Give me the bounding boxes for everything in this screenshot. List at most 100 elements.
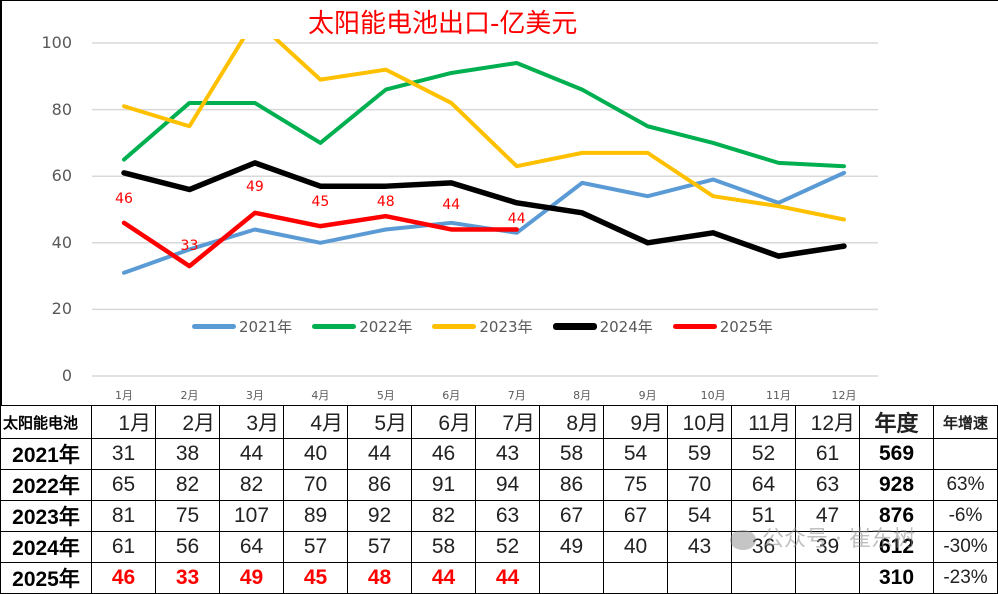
annual-total: 876: [859, 500, 934, 532]
month-value: 38: [155, 438, 220, 470]
chart-legend: 2021年 2022年 2023年 2024年 2025年: [192, 315, 793, 337]
month-value: 43: [475, 438, 540, 470]
month-value: 44: [219, 438, 284, 470]
x-tick-label: 3月: [245, 389, 264, 402]
month-value: 86: [347, 469, 412, 501]
month-header: 1月: [91, 405, 156, 439]
annual-total: 928: [859, 469, 934, 501]
year-label: 2022年: [0, 469, 92, 501]
month-value: 81: [91, 500, 156, 532]
series-line-2023: [122, 39, 846, 222]
x-tick-label: 4月: [311, 389, 330, 402]
month-value: 48: [347, 562, 412, 594]
growth-header: 年增速: [933, 405, 998, 439]
month-value: 89: [283, 500, 348, 532]
x-tick-label: 5月: [376, 389, 395, 402]
legend-swatch: [552, 322, 597, 330]
month-value: 57: [283, 531, 348, 563]
month-header: 2月: [155, 405, 220, 439]
y-tick-label: 40: [51, 232, 72, 252]
chart-plot: [92, 39, 878, 377]
month-value: 92: [347, 500, 412, 532]
month-value: 63: [795, 469, 860, 501]
month-header: 6月: [411, 405, 476, 439]
annual-header: 年度: [859, 405, 934, 439]
line-chart: 太阳能电池出口-亿美元 0 20 40 60 80 100 1月 2月 3月 4月 5月 6月 7月 8…: [0, 0, 998, 405]
legend-swatch: [672, 323, 717, 329]
x-tick-label: 2月: [180, 389, 199, 402]
data-label-2025: 49: [245, 178, 264, 195]
annual-total: 310: [859, 562, 934, 594]
data-label-2025: 46: [115, 190, 133, 207]
month-value: 54: [603, 438, 668, 470]
table-row: 2022年 65 82 82 70 86 91 94 86 75 70 64 63 928 63%: [0, 469, 998, 501]
annual-growth: -30%: [933, 531, 998, 563]
table-corner-label: 太阳能电池: [0, 405, 92, 439]
month-value: 64: [731, 469, 796, 501]
annual-growth: -23%: [933, 562, 998, 594]
month-value: 54: [667, 500, 732, 532]
x-tick-label: 1月: [115, 389, 133, 402]
month-value: 63: [475, 500, 540, 532]
data-label-2025: 45: [311, 194, 330, 211]
month-value: 49: [219, 562, 284, 594]
month-value: 86: [539, 469, 604, 501]
data-label-2025: 48: [376, 194, 395, 211]
legend-item-2024: 2024年: [552, 316, 653, 337]
legend-item-2025: 2025年: [672, 316, 773, 337]
year-label: 2025年: [0, 562, 92, 594]
month-value: [603, 562, 668, 594]
year-label: 2021年: [0, 438, 92, 470]
x-tick-label: 11月: [766, 389, 792, 402]
annual-total: 612: [859, 531, 934, 563]
series-line-2025: [121, 210, 519, 269]
data-label-2025: 33: [180, 238, 199, 255]
x-tick-label: 7月: [507, 389, 526, 402]
month-value: 46: [91, 562, 156, 594]
month-value: 40: [603, 531, 668, 563]
month-value: 82: [411, 500, 476, 532]
month-value: 58: [539, 438, 604, 470]
month-value: 45: [283, 562, 348, 594]
table-row: 2023年 81 75 107 89 92 82 63 67 67 54 51 47 876 -6%: [0, 500, 998, 532]
month-value: 44: [475, 562, 540, 594]
x-tick-label: 9月: [638, 389, 657, 402]
month-value: 31: [91, 438, 156, 470]
legend-label: 2022年: [359, 317, 413, 336]
month-value: 36: [731, 531, 796, 563]
month-value: 43: [667, 531, 732, 563]
y-tick-label: 0: [61, 366, 72, 385]
month-value: 52: [475, 531, 540, 563]
table-row: 2025年 46 33 49 45 48 44 44 310 -23%: [0, 562, 998, 594]
month-value: 33: [155, 562, 220, 594]
year-label: 2024年: [0, 531, 92, 563]
table-row: 2024年 61 56 64 57 57 58 52 49 40 43 36 39 612 -30%: [0, 531, 998, 563]
legend-swatch: [192, 323, 236, 329]
month-header: 5月: [347, 405, 412, 439]
x-tick-label: 12月: [831, 389, 857, 402]
annual-total: 569: [859, 438, 934, 470]
legend-label: 2023年: [479, 317, 533, 336]
month-value: [795, 562, 860, 594]
annual-growth: 63%: [933, 469, 998, 501]
data-label-2025: 44: [442, 197, 461, 214]
month-value: 67: [603, 500, 668, 532]
data-table: 太阳能电池 1月 2月 3月 4月 5月 6月 7月 8月 9月 10月 11月 12月 年度 年增速 202…: [0, 405, 998, 594]
legend-item-2021: 2021年: [192, 316, 292, 337]
month-header: 8月: [539, 405, 604, 439]
legend-label: 2021年: [239, 317, 293, 336]
month-value: 58: [411, 531, 476, 563]
month-value: [731, 562, 796, 594]
series-line-2022: [122, 60, 846, 169]
month-header: 4月: [283, 405, 348, 439]
series-line-2021: [122, 170, 846, 275]
month-value: 75: [603, 469, 668, 501]
annual-growth: [933, 438, 998, 470]
month-value: 52: [731, 438, 796, 470]
month-value: 56: [155, 531, 220, 563]
month-value: [667, 562, 732, 594]
month-value: 64: [219, 531, 284, 563]
legend-label: 2025年: [719, 317, 773, 336]
month-value: 65: [91, 469, 156, 501]
month-value: 91: [411, 469, 476, 501]
